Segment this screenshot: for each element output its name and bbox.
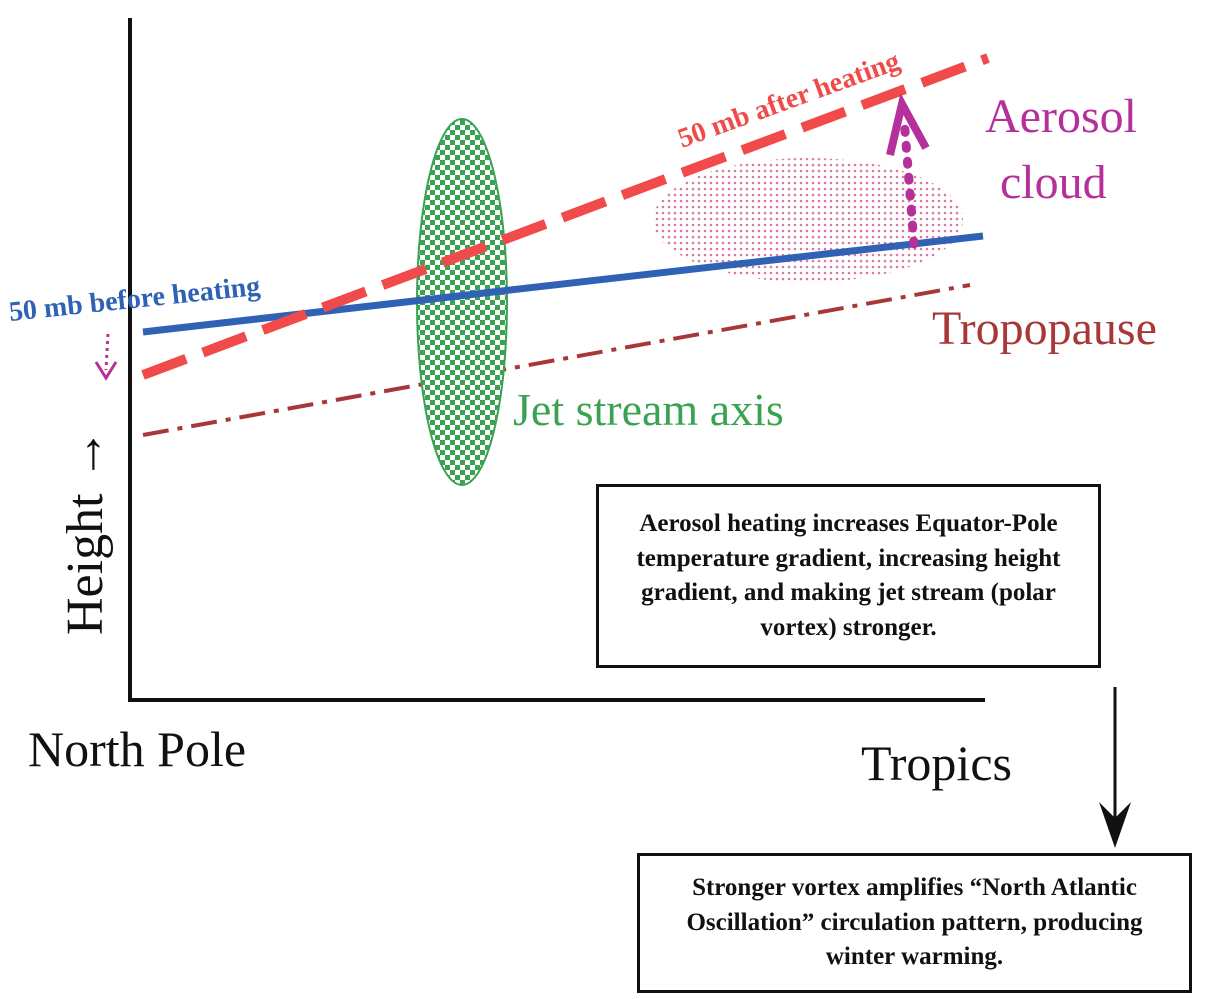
label-aerosol-1: Aerosol bbox=[985, 90, 1137, 143]
stronger-vortex-box: Stronger vortex amplifies “North Atlanti… bbox=[637, 853, 1192, 993]
connector-arrowhead bbox=[1099, 802, 1131, 848]
label-tropics: Tropics bbox=[861, 735, 1012, 791]
label-north-pole: North Pole bbox=[28, 721, 246, 777]
after-heating-line bbox=[141, 53, 990, 380]
stronger-vortex-text: Stronger vortex amplifies “North Atlanti… bbox=[686, 874, 1143, 971]
aerosol-heating-text: Aerosol heating increases Equator-Pole t… bbox=[636, 510, 1061, 641]
label-tropopause: Tropopause bbox=[932, 302, 1157, 355]
tropopause-line bbox=[142, 283, 971, 437]
label-height-axis: Height → bbox=[57, 428, 114, 635]
down-arrow bbox=[104, 333, 110, 371]
aerosol-cloud bbox=[653, 158, 963, 282]
before-heating-line bbox=[142, 232, 984, 336]
aerosol-heating-box: Aerosol heating increases Equator-Pole t… bbox=[596, 484, 1101, 668]
down-arrowhead bbox=[94, 361, 118, 381]
label-aerosol-2: cloud bbox=[1000, 156, 1107, 209]
aerosol-arrowhead bbox=[886, 92, 930, 156]
label-jet-stream: Jet stream axis bbox=[513, 384, 784, 435]
aerosol-up-arrow bbox=[899, 113, 919, 249]
